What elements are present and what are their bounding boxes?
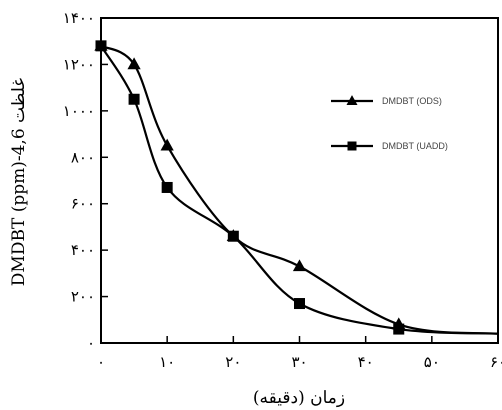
x-tick-label: ۱۰ xyxy=(159,353,175,371)
x-tick-label: ۰ xyxy=(97,353,105,371)
y-axis-ticks: ۰ ۲۰۰ ۴۰۰ ۶۰۰ ۸۰۰ ۱۰۰۰ ۱۲۰۰ ۱۴۰۰ xyxy=(63,9,108,352)
legend-marker-triangle xyxy=(346,95,358,105)
data-point-square xyxy=(227,230,239,242)
series-line xyxy=(100,44,499,335)
series-line xyxy=(100,45,499,335)
series-uadd xyxy=(95,40,499,335)
data-point-triangle xyxy=(160,138,174,151)
legend-label: DMDBT (ODS) xyxy=(382,96,442,106)
y-tick-label: ۱۰۰۰ xyxy=(63,102,95,120)
legend-item: DMDBT (UADD) xyxy=(331,141,448,151)
y-tick-label: ۴۰۰ xyxy=(71,241,95,259)
x-axis-ticks: ۰ ۱۰ ۲۰ ۳۰ ۴۰ ۵۰ ۶۰ xyxy=(97,336,502,371)
y-tick-label: ۰ xyxy=(87,334,95,352)
y-tick-label: ۱۲۰۰ xyxy=(63,55,95,73)
x-tick-label: ۶۰ xyxy=(490,353,502,371)
x-axis-title: زمان (دقیقه) xyxy=(253,388,345,408)
y-tick-label: ۸۰۰ xyxy=(71,148,95,166)
data-point-square xyxy=(128,93,140,105)
legend-label: DMDBT (UADD) xyxy=(382,141,448,151)
x-tick-label: ۳۰ xyxy=(291,353,307,371)
y-tick-label: ۱۴۰۰ xyxy=(63,9,95,27)
legend: DMDBT (ODS) DMDBT (UADD) xyxy=(331,95,448,151)
data-point-square xyxy=(161,181,173,193)
legend-item: DMDBT (ODS) xyxy=(331,95,442,106)
data-point-square xyxy=(294,298,305,310)
data-point-triangle xyxy=(127,57,141,70)
data-point-square xyxy=(393,323,405,335)
y-tick-label: ۲۰۰ xyxy=(71,288,95,306)
x-tick-label: ۴۰ xyxy=(358,353,374,371)
y-axis-title: غلظت 4,6-DMDBT (ppm) xyxy=(9,78,29,287)
series-layer xyxy=(94,38,499,335)
legend-marker-square xyxy=(347,141,357,151)
data-point-square xyxy=(95,40,107,52)
series-ods xyxy=(94,38,499,335)
y-tick-label: ۶۰۰ xyxy=(71,195,95,213)
x-tick-label: ۵۰ xyxy=(424,353,440,371)
data-point-triangle xyxy=(292,259,307,272)
plot-frame xyxy=(100,17,499,344)
x-tick-label: ۲۰ xyxy=(225,353,241,371)
